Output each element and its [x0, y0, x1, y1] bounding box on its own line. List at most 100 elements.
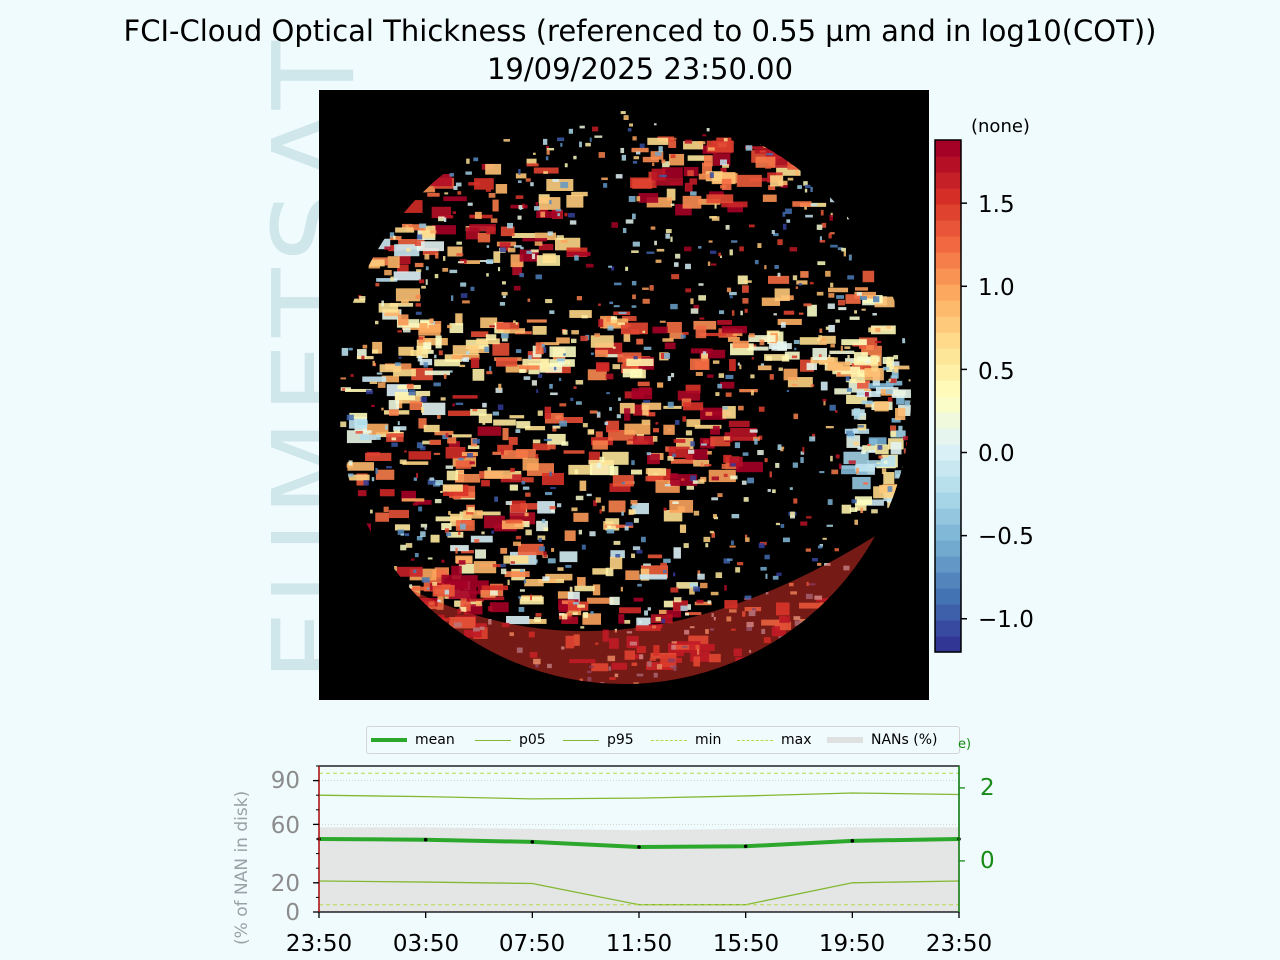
cloud-pixel [451, 434, 472, 438]
cloud-pixel [800, 521, 808, 526]
cloud-pixel [707, 450, 712, 455]
cloud-pixel [486, 371, 493, 375]
x-axis-tick-label: 11:50 [605, 931, 673, 957]
colorbar-segment [935, 572, 961, 589]
cloud-pixel [774, 265, 779, 269]
legend-entry-mean: mean [371, 731, 455, 749]
cloud-pixel [637, 583, 642, 587]
cloud-pixel [886, 356, 895, 369]
cloud-pixel [717, 493, 723, 498]
cloud-pixel [409, 401, 423, 411]
cloud-pixel [523, 376, 531, 380]
cloud-pixel [729, 291, 737, 296]
cloud-pixel [563, 353, 566, 356]
cloud-pixel [472, 438, 480, 444]
cloud-pixel [856, 292, 862, 296]
cloud-pixel [630, 500, 638, 505]
cloud-pixel [699, 317, 705, 320]
cloud-pixel [687, 170, 694, 177]
series-mean-point [637, 845, 641, 849]
cloud-pixel [565, 564, 572, 568]
colorbar-segment [935, 444, 961, 461]
cloud-pixel [649, 285, 654, 291]
cloud-pixel [744, 534, 748, 538]
legend-swatch [475, 739, 511, 741]
cloud-pixel [519, 249, 539, 262]
cloud-pixel [561, 613, 568, 620]
cloud-pixel [729, 249, 733, 256]
cloud-pixel [729, 545, 736, 548]
series-mean-point [743, 844, 748, 849]
cloud-pixel [639, 620, 642, 624]
cloud-pixel [731, 310, 735, 316]
cloud-pixel [453, 185, 458, 190]
cloud-pixel [800, 451, 805, 455]
right-axis-tick-label: 2 [980, 775, 995, 801]
cloud-pixel [633, 404, 651, 416]
cloud-pixel [458, 563, 475, 574]
cloud-pixel [615, 554, 621, 558]
cloud-pixel [559, 420, 568, 427]
cloud-pixel [772, 489, 776, 494]
cloud-pixel [504, 571, 530, 578]
cloud-pixel [414, 553, 419, 558]
cloud-pixel [387, 256, 400, 268]
cloud-pixel [686, 419, 701, 427]
cloud-pixel [852, 476, 871, 490]
cloud-pixel [469, 224, 496, 232]
cloud-pixel [609, 466, 619, 476]
cloud-pixel [595, 349, 609, 358]
cloud-pixel [883, 472, 895, 484]
cloud-pixel [655, 422, 659, 425]
cloud-pixel [857, 380, 870, 389]
cloud-pixel [520, 246, 524, 250]
cloud-pixel [625, 266, 629, 271]
cloud-pixel [390, 276, 394, 282]
cloud-pixel [622, 316, 637, 322]
colorbar-tick-label: 0.5 [978, 359, 1015, 385]
cloud-pixel [789, 247, 798, 252]
cloud-pixel [673, 439, 686, 443]
cloud-pixel [780, 524, 785, 528]
cloud-pixel [441, 523, 452, 531]
cloud-pixel [497, 444, 513, 452]
cloud-pixel [465, 227, 480, 240]
cloud-pixel [372, 360, 375, 366]
cloud-pixel [726, 558, 733, 561]
cloud-pixel [573, 386, 577, 389]
cloud-pixel [530, 182, 534, 187]
cloud-pixel [408, 389, 416, 396]
cloud-pixel [443, 373, 447, 379]
cloud-pixel [404, 533, 410, 537]
cloud-pixel [748, 333, 755, 338]
cloud-pixel [783, 368, 798, 381]
cloud-pixel [628, 195, 636, 202]
cloud-pixel [863, 482, 869, 485]
cloud-pixel [375, 469, 395, 480]
cloud-pixel [754, 438, 758, 445]
cloud-pixel [800, 271, 809, 278]
cloud-pixel [397, 421, 400, 425]
cloud-pixel [372, 341, 383, 354]
cloud-pixel [682, 416, 687, 422]
cloud-pixel [513, 245, 522, 248]
cloud-pixel [571, 191, 588, 197]
cloud-pixel [510, 500, 526, 513]
legend-label: mean [415, 732, 455, 748]
cloud-pixel [687, 155, 712, 161]
cloud-pixel [502, 295, 506, 299]
cloud-pixel [598, 303, 601, 306]
cloud-pixel [797, 185, 802, 189]
cloud-pixel [799, 337, 821, 345]
cloud-pixel [435, 516, 462, 522]
cloud-pixel [739, 364, 742, 370]
cloud-pixel [535, 274, 542, 280]
cloud-pixel [549, 200, 552, 205]
cloud-pixel [401, 490, 417, 501]
cloud-pixel [418, 506, 423, 512]
cloud-pixel [444, 192, 449, 195]
cloud-pixel [885, 380, 903, 386]
cloud-pixel [518, 168, 521, 175]
series-mean-point [850, 839, 855, 843]
cloud-pixel [676, 582, 698, 589]
